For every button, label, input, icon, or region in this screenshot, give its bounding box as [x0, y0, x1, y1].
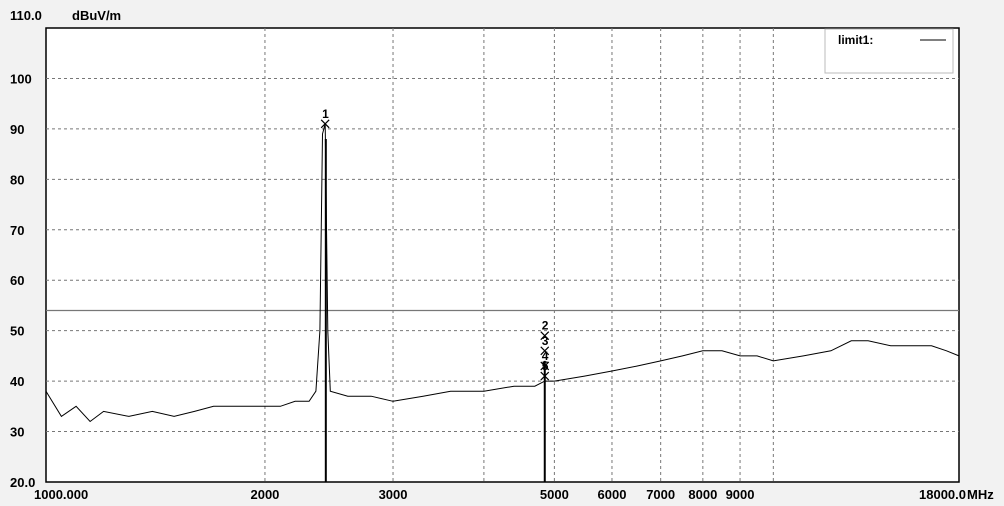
marker-5-cross [540, 371, 550, 381]
x-tick-label: 9000 [726, 487, 755, 502]
plot-area [45, 27, 960, 483]
marker-4-cross [540, 361, 550, 371]
trace-group [45, 123, 960, 423]
x-axis-unit: MHz [967, 487, 994, 502]
y-axis: 110.0 100 90 80 70 60 50 40 30 20.0 [10, 8, 42, 490]
x-tick-label: 5000 [540, 487, 569, 502]
marker-2-cross [540, 331, 550, 341]
x-tick-label: 2000 [250, 487, 279, 502]
y-tick-label: 80 [10, 172, 24, 187]
y-tick-label: 20.0 [10, 475, 35, 490]
legend-box [824, 28, 954, 74]
x-tick-label: 6000 [598, 487, 627, 502]
x-tick-label: 1000.000 [34, 487, 88, 502]
x-tick-label: 3000 [379, 487, 408, 502]
x-tick-label: 7000 [646, 487, 675, 502]
marker-4-label: 4 [542, 349, 549, 363]
y-tick-label: 60 [10, 273, 24, 288]
y-tick-label: 110.0 [10, 8, 42, 23]
x-tick-label: 18000.0 [919, 487, 966, 502]
y-tick-label: 70 [10, 223, 24, 238]
marker-5-label: 5 [542, 359, 549, 373]
y-tick-label: 40 [10, 374, 24, 389]
marker-2-label: 2 [542, 319, 549, 333]
x-axis: 1000.000 2000 3000 5000 6000 7000 8000 9000 1800… [34, 487, 966, 502]
marker-1-label: 1 [322, 107, 329, 121]
x-tick-label: 8000 [688, 487, 717, 502]
y-tick-label: 50 [10, 324, 24, 339]
vertical-line-group [324, 138, 546, 482]
legend: limit1: [824, 28, 954, 74]
spectrum-trace [45, 123, 960, 423]
y-axis-unit: dBuV/m [72, 8, 121, 23]
marker-3-label: 3 [542, 334, 549, 348]
y-tick-label: 90 [10, 122, 24, 137]
marker-3-cross [540, 346, 550, 356]
legend-label-limit1: limit1: [838, 33, 873, 47]
y-tick-label: 100 [10, 71, 32, 86]
y-tick-label: 30 [10, 425, 24, 440]
marker-1-cross [320, 119, 330, 129]
